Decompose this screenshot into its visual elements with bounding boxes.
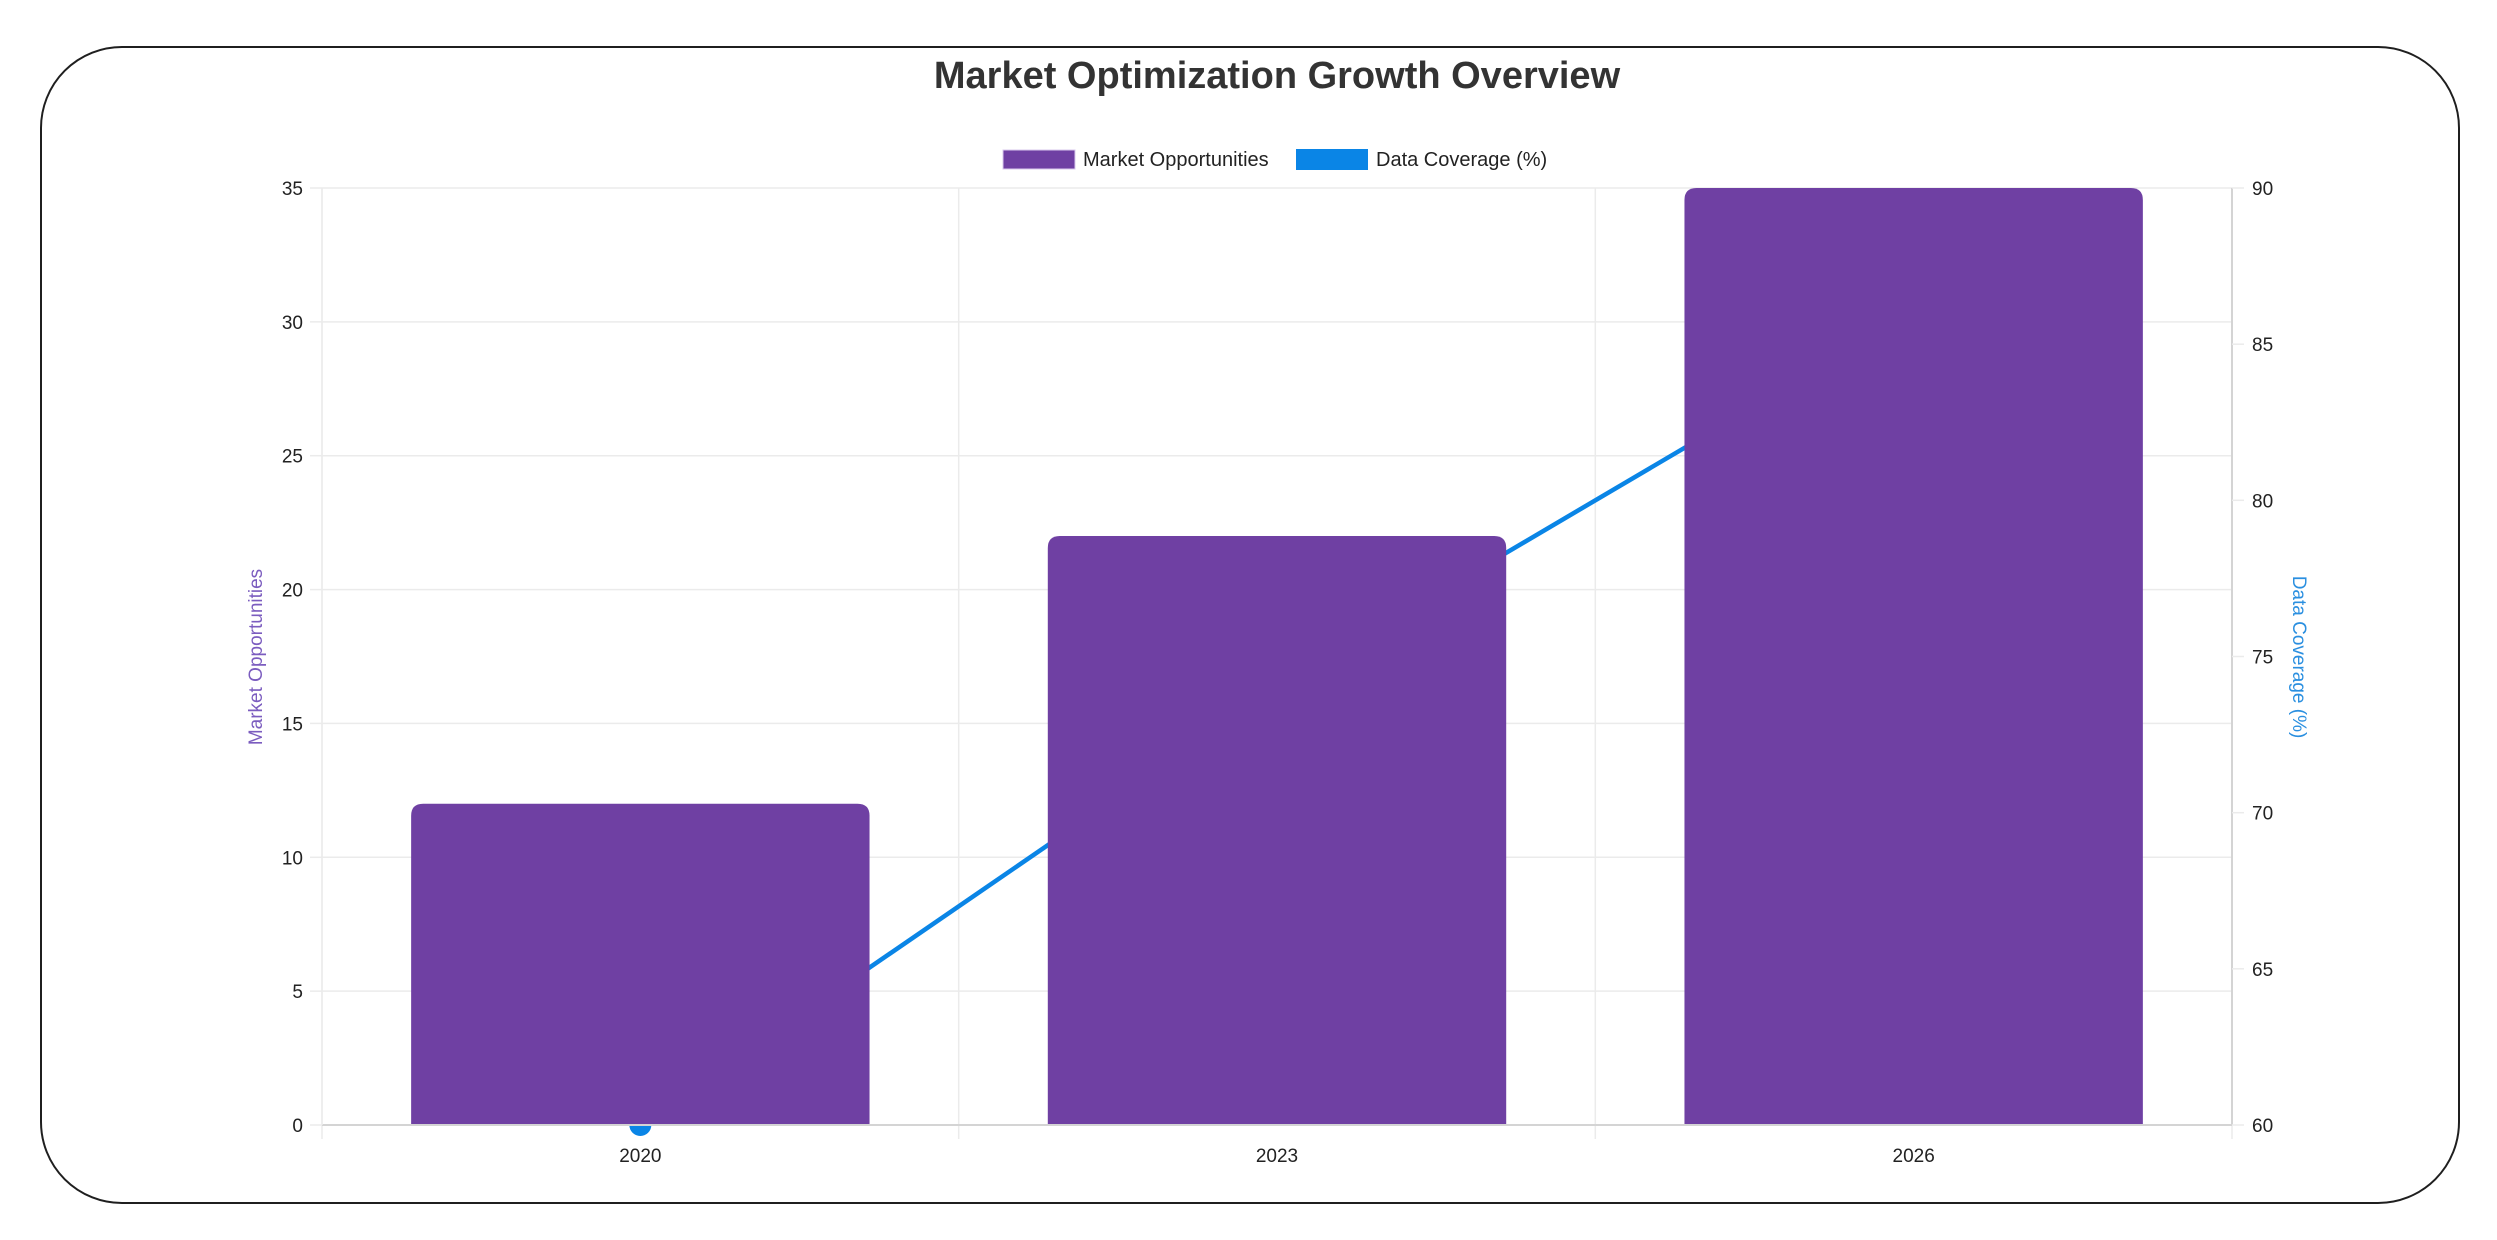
y-tick-left: 30 <box>282 313 303 334</box>
x-tick-label: 2020 <box>619 1146 661 1167</box>
y-axis-right-title: Data Coverage (%) <box>2288 576 2309 739</box>
legend-swatch-line <box>1296 149 1368 170</box>
y-tick-left: 15 <box>282 714 303 735</box>
legend-item-data-coverage[interactable]: Data Coverage (%) <box>1296 149 1547 171</box>
y-tick-right: 85 <box>2252 335 2273 356</box>
x-tick-label: 2023 <box>1256 1146 1298 1167</box>
legend-label: Market Opportunities <box>1083 149 1269 171</box>
legend-label: Data Coverage (%) <box>1376 149 1547 171</box>
y-tick-left: 5 <box>292 982 303 1003</box>
y-tick-right: 70 <box>2252 804 2273 825</box>
y-tick-right: 80 <box>2252 491 2273 512</box>
y-tick-right: 75 <box>2252 648 2273 669</box>
axes: 0 5 10 15 20 25 30 35 60 65 70 75 80 85 90 2020 2023 2026… <box>246 179 2309 1167</box>
chart-title: Market Optimization Growth Overview <box>934 55 1621 97</box>
legend-item-market-opportunities[interactable]: Market Opportunities <box>1002 149 1269 171</box>
y-axis-left-title: Market Opportunities <box>246 569 267 745</box>
y-tick-left: 20 <box>282 581 303 602</box>
legend-swatch-bar <box>1002 149 1076 170</box>
x-tick-label: 2026 <box>1893 1146 1935 1167</box>
y-tick-right: 65 <box>2252 960 2273 981</box>
y-tick-left: 25 <box>282 447 303 468</box>
y-tick-left: 35 <box>282 179 303 200</box>
y-tick-right: 90 <box>2252 179 2273 200</box>
bar-2026[interactable] <box>1684 188 2143 1125</box>
y-tick-left: 0 <box>292 1116 303 1137</box>
bar-series <box>411 188 2143 1125</box>
legend: Market Opportunities Data Coverage (%) <box>1002 149 1547 171</box>
bar-2020[interactable] <box>411 803 870 1125</box>
y-tick-right: 60 <box>2252 1116 2273 1137</box>
bar-2023[interactable] <box>1047 536 1507 1125</box>
y-tick-left: 10 <box>282 848 303 869</box>
